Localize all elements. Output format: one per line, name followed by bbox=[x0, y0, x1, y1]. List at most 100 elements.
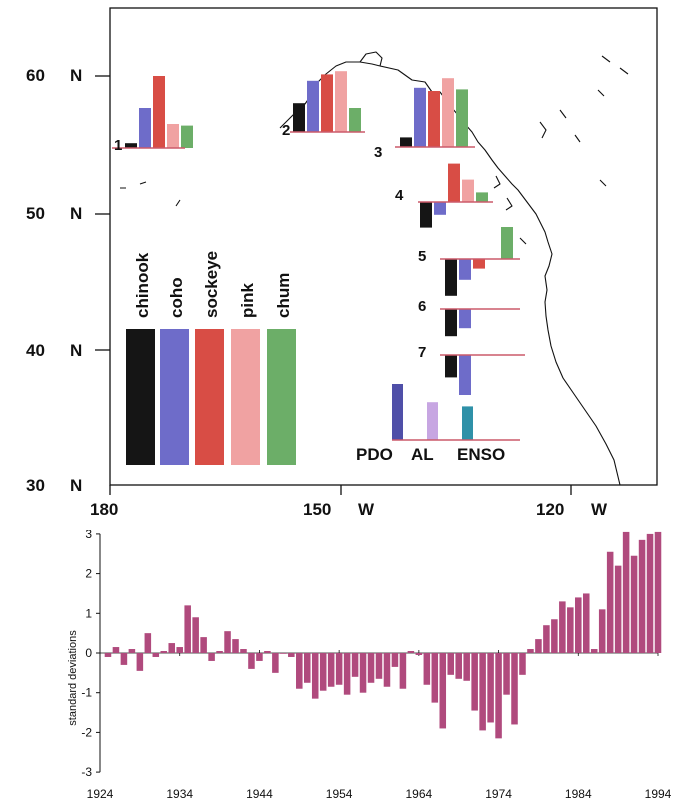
region-charts: 1 2 3 4 5 6 7 bbox=[112, 71, 525, 395]
region-6-number: 6 bbox=[418, 298, 426, 315]
ts-bar-1958 bbox=[367, 653, 375, 683]
region-2-bar-coho bbox=[307, 80, 319, 132]
region-chart-5: 5 bbox=[418, 227, 520, 296]
region-4-bar-coho bbox=[434, 202, 446, 215]
ts-bar-1978 bbox=[527, 649, 534, 653]
ts-bar-1971 bbox=[471, 653, 478, 711]
lon-tick-label: 120 bbox=[536, 500, 564, 519]
ts-bar-1950 bbox=[303, 653, 311, 683]
ts-bar-1940 bbox=[224, 631, 231, 653]
region-chart-2: 2 bbox=[282, 71, 365, 139]
ts-bar-1985 bbox=[582, 593, 590, 653]
region-4-bar-chinook bbox=[420, 202, 432, 228]
lat-tick-label: 40 bbox=[26, 341, 45, 360]
ts-xtick-label: 1954 bbox=[326, 787, 353, 801]
map-frame bbox=[109, 7, 658, 486]
region-1-bar-pink bbox=[167, 124, 179, 148]
ts-axes: 3 2 1 0 -1 -2 -3 1924 1934 1944 1954 1964 1974 1984 19… bbox=[81, 530, 671, 801]
region-3-bar-coho bbox=[414, 87, 426, 147]
ts-ytick-label: 2 bbox=[85, 567, 92, 581]
legend-swatch-coho bbox=[160, 329, 189, 465]
timeseries-panel: standard deviations 3 2 1 0 -1 -2 -3 1924 1934 19… bbox=[67, 530, 672, 801]
lon-tick-letter: W bbox=[358, 500, 375, 519]
ts-bar-1992 bbox=[638, 539, 646, 653]
legend-label-chum: chum bbox=[274, 273, 293, 318]
ts-bar-1986 bbox=[590, 649, 598, 653]
region-1-bar-chinook bbox=[125, 143, 137, 148]
ts-bar-1944 bbox=[256, 653, 263, 661]
ts-bar-1936 bbox=[192, 617, 199, 653]
ts-ytick-label: -2 bbox=[81, 725, 92, 739]
region-2-bar-chinook bbox=[293, 103, 305, 132]
ts-bar-1963 bbox=[407, 651, 415, 653]
ts-ytick-label: 1 bbox=[85, 606, 92, 620]
lat-tick-letter: N bbox=[70, 204, 82, 223]
ts-xtick-label: 1924 bbox=[87, 787, 114, 801]
lat-tick-letter: N bbox=[70, 476, 82, 495]
region-4-bar-sockeye bbox=[448, 163, 460, 202]
lat-tick-label: 60 bbox=[26, 66, 45, 85]
legend-label-chinook: chinook bbox=[133, 252, 152, 318]
ts-ytick-label: -1 bbox=[81, 686, 92, 700]
lat-axis: 60 N 50 N 40 N 30 N bbox=[26, 66, 110, 495]
ts-bar-1964 bbox=[415, 653, 423, 655]
region-5-bar-chinook bbox=[445, 259, 457, 296]
ts-xtick-label: 1974 bbox=[485, 787, 512, 801]
ts-bar-1990 bbox=[622, 531, 630, 653]
region-chart-1: 1 bbox=[112, 76, 193, 154]
legend-swatch-sockeye bbox=[195, 329, 224, 465]
ts-bar-1948 bbox=[288, 653, 295, 657]
lon-tick-label: 150 bbox=[303, 500, 331, 519]
ts-bar-1937 bbox=[200, 637, 207, 653]
region-2-bar-pink bbox=[335, 71, 347, 132]
lat-tick-label: 50 bbox=[26, 204, 45, 223]
ts-bar-1941 bbox=[232, 639, 239, 653]
ts-bar-1947 bbox=[280, 653, 287, 654]
ts-bar-1966 bbox=[431, 653, 439, 703]
region-4-bar-pink bbox=[462, 179, 474, 202]
region-5-number: 5 bbox=[418, 248, 426, 265]
ts-bar-1949 bbox=[296, 653, 303, 689]
region-chart-6: 6 bbox=[418, 298, 520, 337]
region-7-bar-coho bbox=[459, 355, 471, 395]
ts-bar-1961 bbox=[391, 653, 399, 667]
region-5-bar-chum bbox=[501, 227, 513, 259]
ts-bar-1993 bbox=[646, 533, 654, 653]
legend-swatch-chum bbox=[267, 329, 296, 465]
ts-bar-1976 bbox=[511, 653, 518, 725]
climate-bar-al bbox=[427, 402, 438, 440]
ts-bar-1991 bbox=[630, 555, 638, 653]
ts-bar-1987 bbox=[598, 609, 606, 653]
ts-bars bbox=[104, 531, 662, 739]
legend-swatch-chinook bbox=[126, 329, 155, 465]
ts-bar-1953 bbox=[327, 653, 335, 687]
ts-bar-1925 bbox=[104, 653, 112, 657]
region-chart-4: 4 bbox=[395, 163, 493, 228]
region-1-bar-coho bbox=[139, 108, 151, 148]
ts-bar-1984 bbox=[575, 597, 582, 653]
ts-bar-1988 bbox=[606, 551, 614, 653]
ts-bar-1975 bbox=[503, 653, 510, 695]
ts-xtick-label: 1944 bbox=[246, 787, 273, 801]
lat-tick-letter: N bbox=[70, 341, 82, 360]
legend-label-sockeye: sockeye bbox=[202, 251, 221, 318]
region-4-bar-chum bbox=[476, 192, 488, 202]
region-2-number: 2 bbox=[282, 122, 290, 139]
lon-tick-letter: W bbox=[591, 500, 608, 519]
lon-tick-label: 180 bbox=[90, 500, 118, 519]
ts-bar-1965 bbox=[423, 653, 431, 685]
region-1-number: 1 bbox=[114, 137, 122, 154]
region-7-number: 7 bbox=[418, 344, 426, 361]
ts-bar-1973 bbox=[487, 653, 494, 723]
climate-bar-enso bbox=[462, 406, 473, 440]
region-5-bar-sockeye bbox=[473, 259, 485, 269]
ts-bar-1926 bbox=[112, 647, 120, 653]
ts-bar-1930 bbox=[144, 633, 152, 653]
region-5-bar-coho bbox=[459, 259, 471, 280]
legend-label-pink: pink bbox=[238, 283, 257, 318]
ts-bar-1956 bbox=[351, 653, 359, 677]
region-1-bar-chum bbox=[181, 125, 193, 148]
ts-bar-1939 bbox=[216, 651, 223, 653]
ts-bar-1933 bbox=[168, 643, 176, 653]
